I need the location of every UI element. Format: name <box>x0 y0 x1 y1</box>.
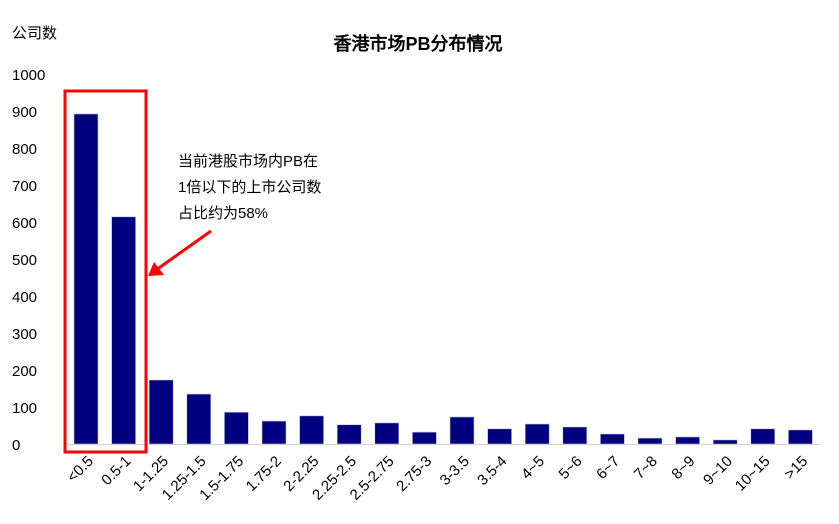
annotation-line-1: 当前港股市场内PB在 <box>178 153 318 170</box>
y-axis-label: 公司数 <box>12 25 57 42</box>
y-tick-label: 500 <box>12 252 37 269</box>
bar->15 <box>788 429 813 445</box>
bar-3.5-4 <box>487 428 512 445</box>
bar-5~6 <box>562 426 588 445</box>
bar-1.25-1.5 <box>186 393 212 445</box>
x-tick-label: 5~6 <box>556 453 586 483</box>
annotation: 当前港股市场内PB在 1倍以下的上市公司数 占比约为58% <box>178 153 321 222</box>
bar-10~15 <box>750 428 776 445</box>
y-tick-label: 700 <box>12 178 37 195</box>
x-tick-label: 7~8 <box>631 453 661 483</box>
y-tick-label: 400 <box>12 289 37 306</box>
x-tick-label: 10~15 <box>732 453 774 495</box>
y-tick-label: 200 <box>12 363 37 380</box>
bar-4~5 <box>524 423 550 445</box>
annotation-line-2: 1倍以下的上市公司数 <box>178 179 321 196</box>
bar-3-3.5 <box>449 416 475 445</box>
annotation-line-3: 占比约为58% <box>178 205 268 222</box>
x-tick-label: 0.5-1 <box>98 453 134 489</box>
x-tick-label: <0.5 <box>64 453 97 486</box>
y-tick-label: 600 <box>12 215 37 232</box>
y-tick-label: 1000 <box>12 67 45 84</box>
bar-2.75-3 <box>412 431 437 445</box>
x-tick-label: 4~5 <box>518 453 548 483</box>
y-tick-label: 900 <box>12 104 37 121</box>
x-tick-label: 3-3.5 <box>437 453 473 489</box>
y-tick-label: 300 <box>12 326 37 343</box>
chart-title: 香港市场PB分布情况 <box>332 33 502 54</box>
bar-2-2.25 <box>299 415 324 445</box>
x-tick-label: 1.75-2 <box>243 453 285 495</box>
y-tick-label: 800 <box>12 141 37 158</box>
bar-2.5-2.75 <box>374 422 400 445</box>
y-tick-label: 100 <box>12 400 37 417</box>
highlight-box <box>63 89 148 454</box>
bar-7~8 <box>637 437 663 445</box>
x-tick-label: 6~7 <box>593 453 623 483</box>
bar-1.5-1.75 <box>224 411 249 445</box>
y-tick-label: 0 <box>12 437 20 454</box>
x-tick-label: 9~10 <box>700 453 736 489</box>
annotation-arrow <box>148 229 212 276</box>
bar-6~7 <box>600 433 625 445</box>
bar-8~9 <box>675 436 700 445</box>
x-tick-label: >15 <box>781 453 811 483</box>
bar-1.75-2 <box>261 420 287 445</box>
x-tick-label: 2.75-3 <box>393 453 435 495</box>
bar-2.25-2.5 <box>336 424 362 445</box>
x-tick-label: 8~9 <box>668 453 698 483</box>
bar-0.5-1 <box>111 216 136 445</box>
x-tick-label: 3.5-4 <box>474 453 510 489</box>
bar-<0.5 <box>73 113 99 445</box>
bar-9~10 <box>712 439 738 445</box>
bar-1-1.25 <box>148 379 174 445</box>
